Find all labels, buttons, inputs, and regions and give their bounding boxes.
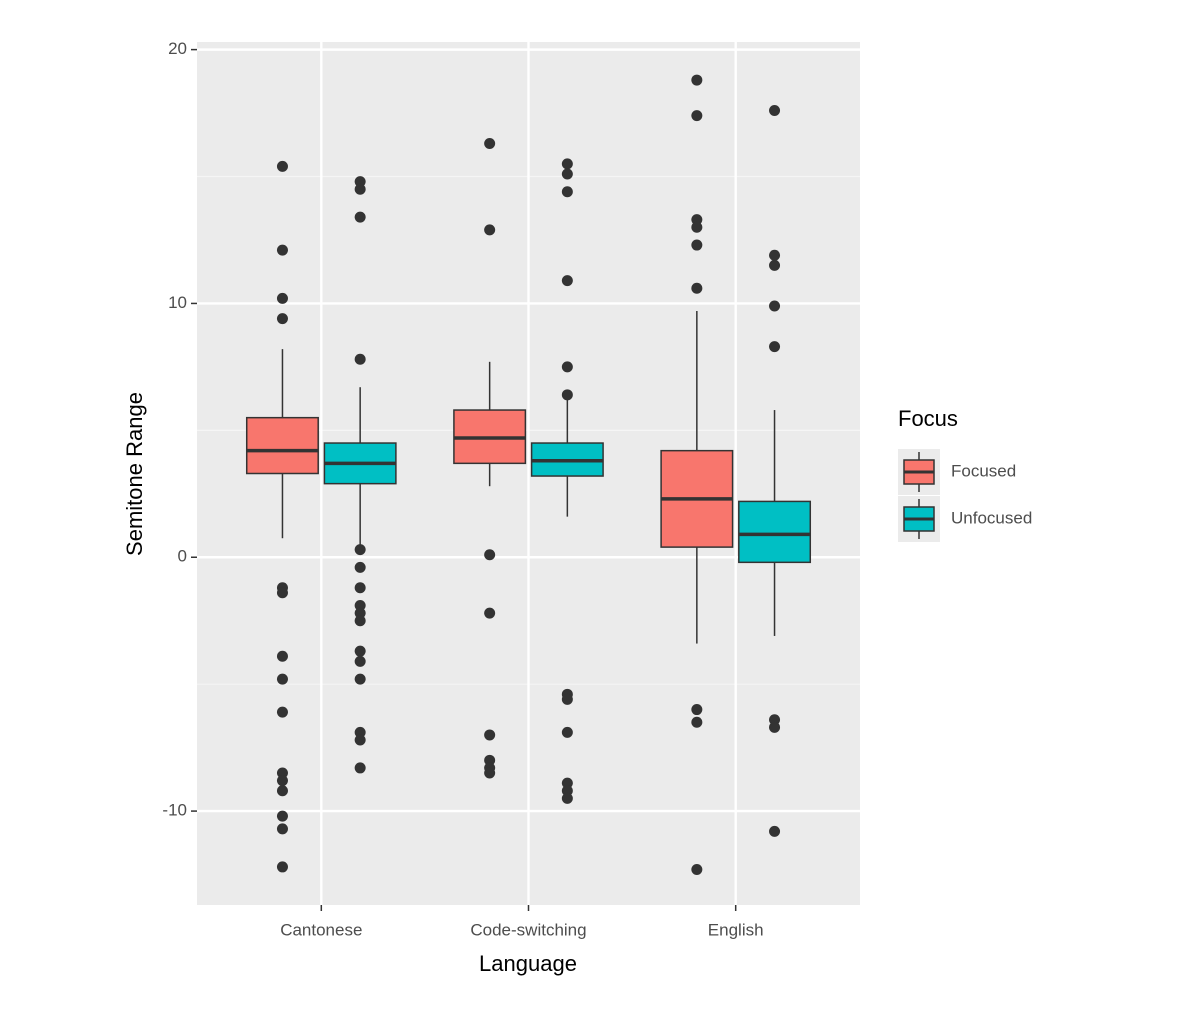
outlier bbox=[276, 785, 288, 797]
outlier bbox=[769, 300, 781, 312]
outlier bbox=[354, 211, 366, 223]
outlier bbox=[484, 607, 496, 619]
grid: -10 0 10 20 Cantonese Code-switching English bbox=[162, 39, 860, 939]
outlier bbox=[276, 587, 288, 599]
outlier bbox=[691, 110, 703, 122]
outlier bbox=[561, 186, 573, 198]
legend-label: Unfocused bbox=[951, 508, 1032, 527]
outlier bbox=[354, 183, 366, 195]
outlier bbox=[354, 561, 366, 573]
outlier bbox=[691, 214, 703, 226]
outlier bbox=[769, 341, 781, 353]
outlier bbox=[354, 615, 366, 627]
outlier bbox=[484, 224, 496, 236]
outlier bbox=[691, 704, 703, 716]
outlier bbox=[354, 353, 366, 365]
outlier bbox=[691, 74, 703, 86]
outlier bbox=[276, 160, 288, 172]
outlier bbox=[561, 389, 573, 401]
y-tick-label: 20 bbox=[168, 39, 187, 58]
box bbox=[738, 500, 812, 564]
outlier bbox=[276, 810, 288, 822]
outlier bbox=[561, 785, 573, 797]
outlier bbox=[561, 361, 573, 373]
x-tick-label: English bbox=[708, 920, 764, 939]
outlier bbox=[354, 645, 366, 657]
outlier bbox=[484, 767, 496, 779]
outlier bbox=[561, 158, 573, 170]
outlier bbox=[354, 582, 366, 594]
outlier bbox=[691, 282, 703, 294]
outlier bbox=[561, 693, 573, 705]
outlier bbox=[769, 259, 781, 271]
y-tick-label: -10 bbox=[162, 801, 187, 820]
y-axis-title: Semitone Range bbox=[122, 392, 147, 556]
outlier bbox=[561, 726, 573, 738]
outlier bbox=[276, 861, 288, 873]
outlier bbox=[354, 544, 366, 556]
outlier bbox=[354, 607, 366, 619]
outlier bbox=[276, 775, 288, 787]
outlier bbox=[484, 729, 496, 741]
outlier bbox=[484, 549, 496, 561]
outlier bbox=[276, 292, 288, 304]
x-tick-label: Cantonese bbox=[280, 920, 362, 939]
outlier bbox=[691, 863, 703, 875]
outlier bbox=[484, 754, 496, 766]
outlier bbox=[276, 706, 288, 718]
outlier bbox=[354, 655, 366, 667]
outlier bbox=[276, 244, 288, 256]
legend: Focused Unfocused bbox=[898, 449, 1032, 542]
y-tick-label: 0 bbox=[178, 547, 187, 566]
outlier bbox=[354, 176, 366, 188]
outlier bbox=[769, 249, 781, 261]
outlier bbox=[691, 239, 703, 251]
y-tick-label: 10 bbox=[168, 293, 187, 312]
outlier bbox=[276, 313, 288, 325]
outlier bbox=[561, 777, 573, 789]
outlier bbox=[561, 792, 573, 804]
outlier bbox=[484, 138, 496, 150]
outlier bbox=[769, 721, 781, 733]
outlier bbox=[561, 168, 573, 180]
outlier bbox=[354, 734, 366, 746]
outlier bbox=[769, 825, 781, 837]
outlier bbox=[561, 275, 573, 287]
outlier bbox=[276, 767, 288, 779]
outlier bbox=[769, 105, 781, 117]
outlier bbox=[691, 716, 703, 728]
outlier bbox=[354, 599, 366, 611]
outlier bbox=[354, 673, 366, 685]
outlier bbox=[354, 762, 366, 774]
outlier bbox=[276, 823, 288, 835]
plot bbox=[245, 74, 812, 875]
x-axis-title: Language bbox=[479, 951, 577, 976]
outlier bbox=[691, 221, 703, 233]
legend-title: Focus bbox=[898, 406, 958, 431]
outlier bbox=[276, 650, 288, 662]
outlier bbox=[769, 714, 781, 726]
legend-label: Focused bbox=[951, 461, 1016, 480]
x-tick-label: Code-switching bbox=[470, 920, 586, 939]
box bbox=[245, 416, 319, 475]
outlier bbox=[276, 673, 288, 685]
outlier bbox=[354, 726, 366, 738]
